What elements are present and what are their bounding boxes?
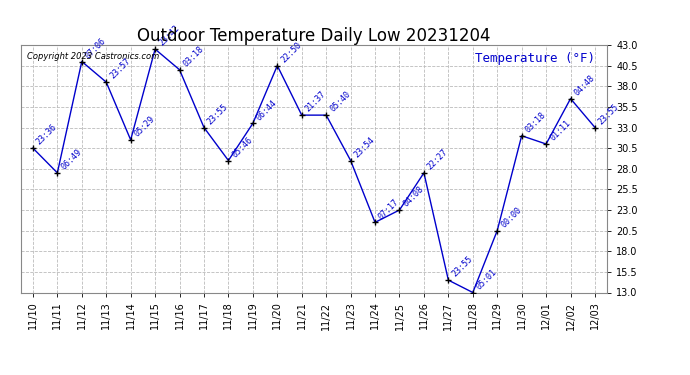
Text: 06:49: 06:49 — [59, 148, 83, 172]
Text: 22:50: 22:50 — [279, 40, 304, 64]
Text: 23:55: 23:55 — [451, 255, 474, 279]
Text: 06:44: 06:44 — [255, 98, 279, 122]
Title: Outdoor Temperature Daily Low 20231204: Outdoor Temperature Daily Low 20231204 — [137, 27, 491, 45]
Text: 23:36: 23:36 — [35, 123, 59, 147]
Text: 05:29: 05:29 — [132, 115, 157, 139]
Text: 07:06: 07:06 — [83, 36, 108, 60]
Text: 23:54: 23:54 — [353, 135, 377, 159]
Text: 04:48: 04:48 — [573, 74, 597, 98]
Text: 23:42: 23:42 — [157, 24, 181, 48]
Text: 04:08: 04:08 — [402, 185, 426, 209]
Text: 22:27: 22:27 — [426, 148, 450, 172]
Text: 23:55: 23:55 — [597, 102, 621, 126]
Text: Temperature (°F): Temperature (°F) — [475, 53, 595, 65]
Text: 01:11: 01:11 — [548, 119, 572, 143]
Text: 23:55: 23:55 — [206, 102, 230, 126]
Text: 00:00: 00:00 — [499, 206, 523, 230]
Text: 05:01: 05:01 — [475, 267, 499, 291]
Text: 05:46: 05:46 — [230, 135, 255, 159]
Text: 23:57: 23:57 — [108, 57, 132, 81]
Text: Copyright 2023 Castronics.com: Copyright 2023 Castronics.com — [26, 53, 159, 62]
Text: 03:18: 03:18 — [181, 45, 206, 69]
Text: 21:37: 21:37 — [304, 90, 328, 114]
Text: 05:40: 05:40 — [328, 90, 352, 114]
Text: 03:18: 03:18 — [524, 111, 548, 135]
Text: 07:17: 07:17 — [377, 197, 401, 221]
